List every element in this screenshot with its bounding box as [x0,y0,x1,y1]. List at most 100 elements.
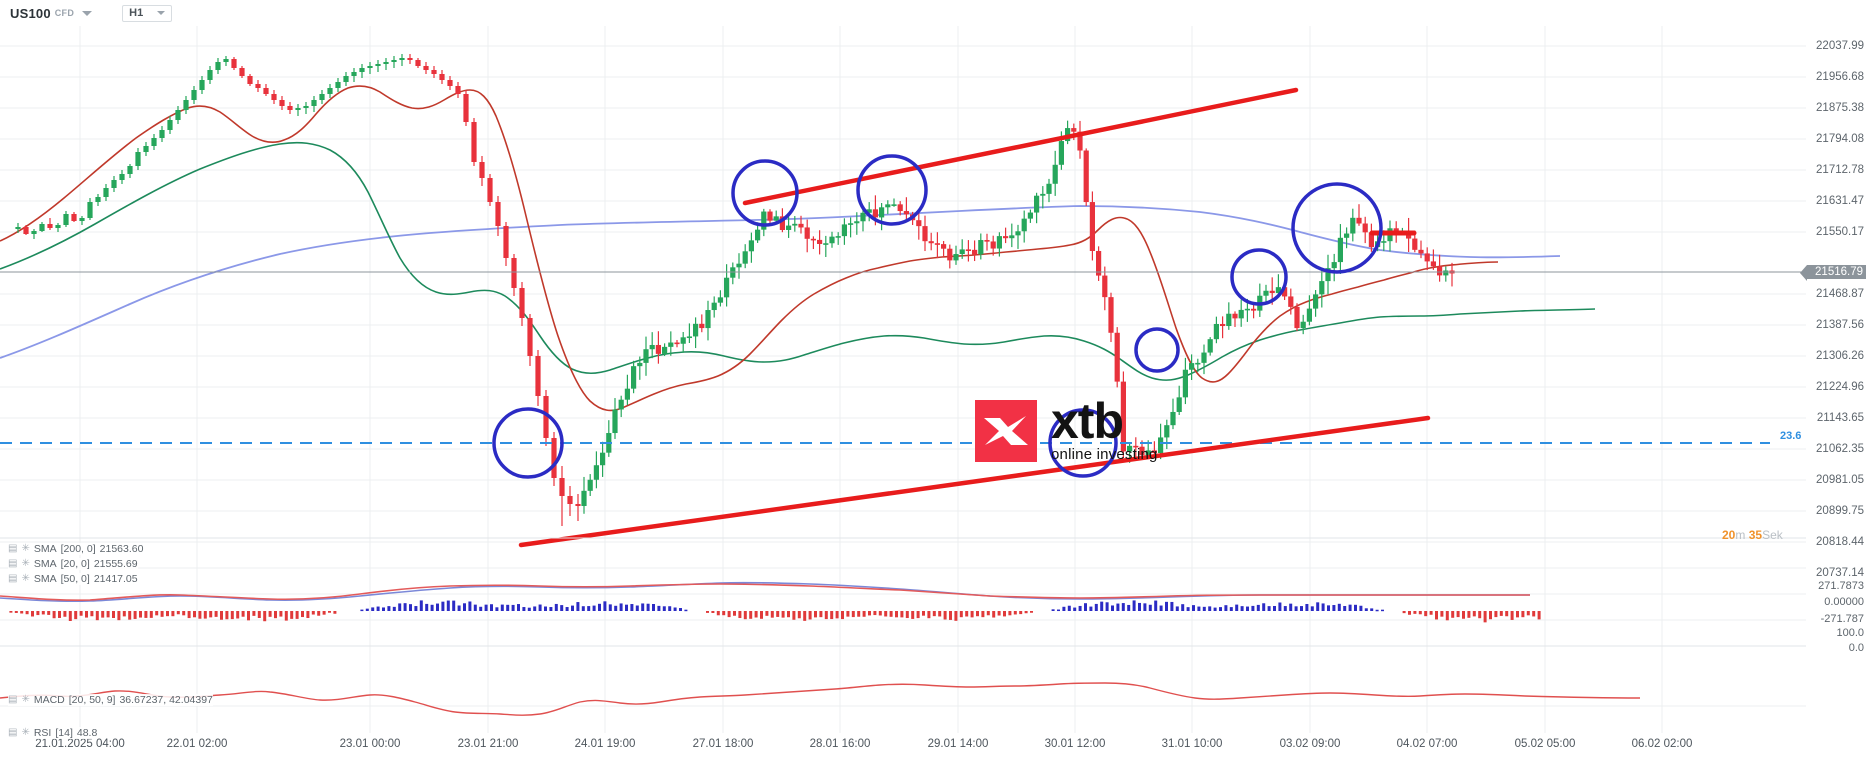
price-tick: 21062.35 [1816,443,1864,455]
indicator-params: [200, 0] [60,543,96,555]
macd-histogram [9,600,1541,623]
annotation-circle-3 [492,407,564,479]
price-tick: 20737.14 [1816,567,1864,579]
settings-icon[interactable]: ✳ [21,543,30,554]
brand-name: xtb [1051,393,1124,449]
macd-panel [0,567,1806,623]
chevron-down-icon [157,11,166,15]
rsi-tick: 0.0 [1848,642,1864,654]
time-tick: 22.01 02:00 [166,738,228,750]
time-tick: 05.02 05:00 [1514,738,1576,750]
time-tick: 29.01 14:00 [927,738,989,750]
rsi-tick: 100.0 [1836,627,1864,639]
indicator-value: 21563.60 [99,543,144,555]
price-tick: 21875.38 [1816,102,1864,114]
chevron-down-icon[interactable] [82,10,93,16]
indicator-legend-macd[interactable]: ▤ ✳ MACD [20, 50, 9] 36.67237, 42.04397 [8,694,213,706]
layers-icon[interactable]: ▤ [8,543,18,554]
indicator-name: RSI [33,727,52,739]
time-tick: 23.01 21:00 [457,738,519,750]
settings-icon[interactable]: ✳ [21,694,30,705]
indicator-name: SMA [33,573,57,585]
settings-icon[interactable]: ✳ [21,727,30,738]
time-tick: 23.01 00:00 [339,738,401,750]
layers-icon[interactable]: ▤ [8,558,18,569]
xtb-watermark: xtb online investing [975,393,1158,463]
countdown-minutes-unit: m [1735,528,1746,542]
price-tick: 21143.65 [1816,412,1864,424]
time-tick: 31.01 10:00 [1161,738,1223,750]
brand-tagline: online investing [1051,446,1158,463]
price-tick: 20981.05 [1816,474,1864,486]
indicator-name: SMA [33,543,57,555]
time-tick: 21.01.2025 04:00 [35,738,125,750]
time-tick: 28.01 16:00 [809,738,871,750]
annotation-circle-2 [856,154,928,226]
symbol-name[interactable]: US100 [10,5,51,21]
indicator-value: 48.8 [76,727,98,739]
time-gridlines [79,26,1663,733]
layers-icon[interactable]: ▤ [8,573,18,584]
indicator-value: 21417.05 [93,573,138,585]
sma-20-line [0,85,1499,412]
price-tick: 21550.17 [1816,226,1864,238]
annotation-circles [492,154,1383,479]
price-tick: 21956.68 [1816,71,1864,83]
countdown-seconds: 35 [1748,528,1763,542]
settings-icon[interactable]: ✳ [21,573,30,584]
timeframe-selector[interactable]: H1 [122,4,173,22]
indicator-value: 21555.69 [93,558,138,570]
indicator-params: [14] [55,727,73,739]
price-tick: 20899.75 [1816,505,1864,517]
indicator-params: [20, 0] [60,558,90,570]
sma-200-line [0,205,1561,359]
price-gridlines [0,45,1806,543]
instrument-type-label: CFD [54,8,75,18]
candle-countdown-timer: 20m 35Sek [1722,528,1783,542]
price-tick: 21387.56 [1816,319,1864,331]
settings-icon[interactable]: ✳ [21,558,30,569]
annotation-circle-4 [1048,408,1118,478]
price-tick: 21794.08 [1816,133,1864,145]
time-tick: 27.01 18:00 [692,738,754,750]
fib-level-label: 23.6 [1780,430,1802,442]
price-tick: 21631.47 [1816,195,1864,207]
indicator-params: [20, 50, 9] [68,694,116,706]
annotation-circle-6 [1230,248,1288,306]
time-tick: 30.01 12:00 [1044,738,1106,750]
indicator-name: SMA [33,558,57,570]
price-tick: 21306.26 [1816,350,1864,362]
indicator-legend-rsi[interactable]: ▤ ✳ RSI [14] 48.8 [8,727,98,739]
countdown-minutes: 20 [1722,528,1736,542]
time-tick: 04.02 07:00 [1396,738,1458,750]
upper-rising-trendline [742,87,1299,206]
macd-tick: 0.00000 [1824,596,1864,608]
indicator-legend-sma-50[interactable]: ▤ ✳ SMA [50, 0] 21417.05 [8,573,138,585]
macd-tick: 271.7873 [1818,580,1864,592]
price-chart-canvas[interactable] [0,26,1806,733]
annotation-circle-5 [1134,327,1180,373]
price-tick: 22037.99 [1816,40,1864,52]
countdown-seconds-unit: Sek [1762,528,1783,542]
layers-icon[interactable]: ▤ [8,694,18,705]
macd-tick: -271.787 [1820,613,1864,625]
rsi-line [0,682,1641,716]
price-axis[interactable]: 22037.99 21956.68 21875.38 21794.08 2171… [1800,26,1866,733]
lower-rising-trendline [518,415,1431,548]
price-tick: 21224.96 [1816,381,1864,393]
indicator-legend-sma-20[interactable]: ▤ ✳ SMA [20, 0] 21555.69 [8,558,138,570]
price-tick: 20818.44 [1816,536,1864,548]
rsi-panel [0,645,1806,716]
annotation-circle-1 [731,159,799,227]
candlestick-series [15,54,1455,526]
layers-icon[interactable]: ▤ [8,727,18,738]
indicator-legend-sma-200[interactable]: ▤ ✳ SMA [200, 0] 21563.60 [8,543,144,555]
xtb-logo-icon [975,399,1037,462]
time-tick: 24.01 19:00 [574,738,636,750]
current-price-badge: 21516.79 [1800,265,1866,281]
annotation-circle-7 [1291,182,1383,274]
time-tick: 06.02 02:00 [1631,738,1693,750]
macd-main-line [0,583,1530,601]
indicator-name: MACD [33,694,65,706]
